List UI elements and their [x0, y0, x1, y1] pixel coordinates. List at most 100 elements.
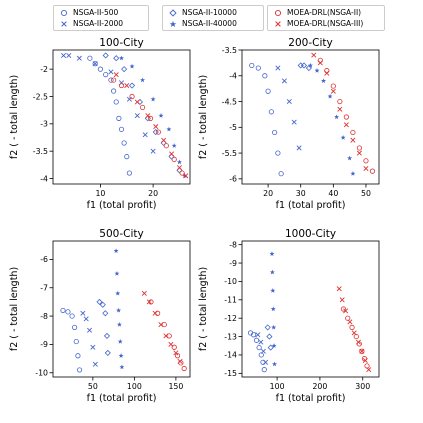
point — [92, 61, 98, 67]
point — [124, 83, 130, 89]
point — [75, 353, 81, 359]
point — [168, 153, 175, 160]
point — [334, 114, 340, 120]
point — [153, 124, 159, 130]
y-axis-label: f2 ( - total length) — [9, 267, 20, 351]
point — [126, 96, 132, 102]
point — [139, 104, 146, 111]
point — [249, 62, 255, 69]
point — [150, 148, 156, 154]
legend-x-marker — [275, 20, 281, 27]
point — [161, 321, 167, 328]
point — [270, 306, 276, 312]
legend-entry: MOEA-DRL(NSGA-II) — [271, 7, 381, 18]
point — [142, 132, 148, 138]
legend-circle-marker — [274, 9, 282, 16]
point — [356, 150, 362, 156]
plot-frame — [52, 240, 191, 378]
point — [110, 88, 117, 94]
point — [115, 290, 121, 296]
point — [113, 55, 120, 62]
y-axis-label: f2 ( - total length) — [198, 267, 209, 351]
data-points — [249, 52, 376, 177]
point — [134, 113, 140, 119]
point — [160, 139, 167, 147]
point — [171, 156, 177, 162]
point — [340, 135, 346, 140]
series — [60, 307, 83, 373]
y-tick-label: -2 — [40, 65, 48, 74]
point — [87, 55, 93, 61]
x-axis-label: f1 (total profit) — [276, 200, 346, 211]
point — [181, 365, 187, 372]
point — [76, 367, 83, 373]
series — [264, 324, 274, 351]
point — [305, 64, 312, 72]
y-tick-label: -3.5 — [33, 147, 48, 156]
point — [99, 301, 106, 308]
point — [343, 122, 349, 128]
point — [136, 98, 144, 106]
point — [347, 155, 353, 161]
y-tick-label: -5.5 — [222, 149, 237, 158]
point — [158, 113, 164, 118]
series — [119, 55, 188, 178]
x-tick-label: 200 — [312, 382, 327, 391]
y-tick-label: -3.5 — [222, 46, 237, 55]
point — [163, 333, 169, 339]
x-tick-label: 100 — [127, 382, 142, 391]
legend-label: MOEA-DRL(NSGA-III) — [287, 19, 364, 28]
point — [119, 364, 125, 370]
series — [340, 306, 370, 369]
legend-entry: NSGA-II-2000 — [57, 18, 145, 29]
point — [126, 170, 133, 176]
point — [92, 61, 98, 67]
series — [113, 72, 189, 179]
point — [250, 332, 257, 338]
point — [183, 173, 189, 179]
x-tick-label: 50 — [361, 189, 371, 198]
point — [343, 308, 349, 314]
data-points — [247, 251, 372, 373]
point — [102, 52, 109, 59]
point — [311, 52, 317, 58]
point — [97, 66, 104, 72]
point — [158, 322, 164, 328]
point — [327, 93, 333, 99]
point — [261, 367, 267, 373]
point — [166, 126, 172, 132]
point — [362, 357, 368, 363]
point — [297, 62, 304, 69]
point — [116, 321, 122, 327]
data-points — [60, 248, 187, 373]
plot-frame — [241, 240, 380, 378]
y-tick-label: -12 — [224, 314, 237, 323]
plot-frame — [52, 49, 191, 185]
point — [263, 359, 269, 365]
y-tick-label: -13 — [224, 332, 237, 341]
point — [356, 145, 363, 151]
point — [350, 137, 356, 143]
point — [337, 106, 343, 112]
series — [311, 52, 369, 172]
legend-entry: NSGA-II-10000 — [166, 7, 260, 18]
point — [147, 115, 154, 121]
point — [69, 313, 75, 319]
point — [256, 344, 262, 351]
point — [71, 324, 78, 331]
point — [174, 353, 181, 359]
point — [119, 55, 124, 61]
series — [141, 290, 183, 364]
x-tick-label: 20 — [263, 189, 273, 198]
point — [129, 63, 135, 69]
y-tick-label: -4.5 — [222, 97, 237, 106]
point — [152, 310, 158, 316]
point — [92, 361, 98, 367]
point — [271, 343, 277, 348]
y-tick-label: -2.5 — [33, 92, 48, 101]
point — [272, 361, 278, 367]
point — [350, 171, 356, 176]
point — [317, 60, 323, 66]
point — [324, 70, 330, 76]
